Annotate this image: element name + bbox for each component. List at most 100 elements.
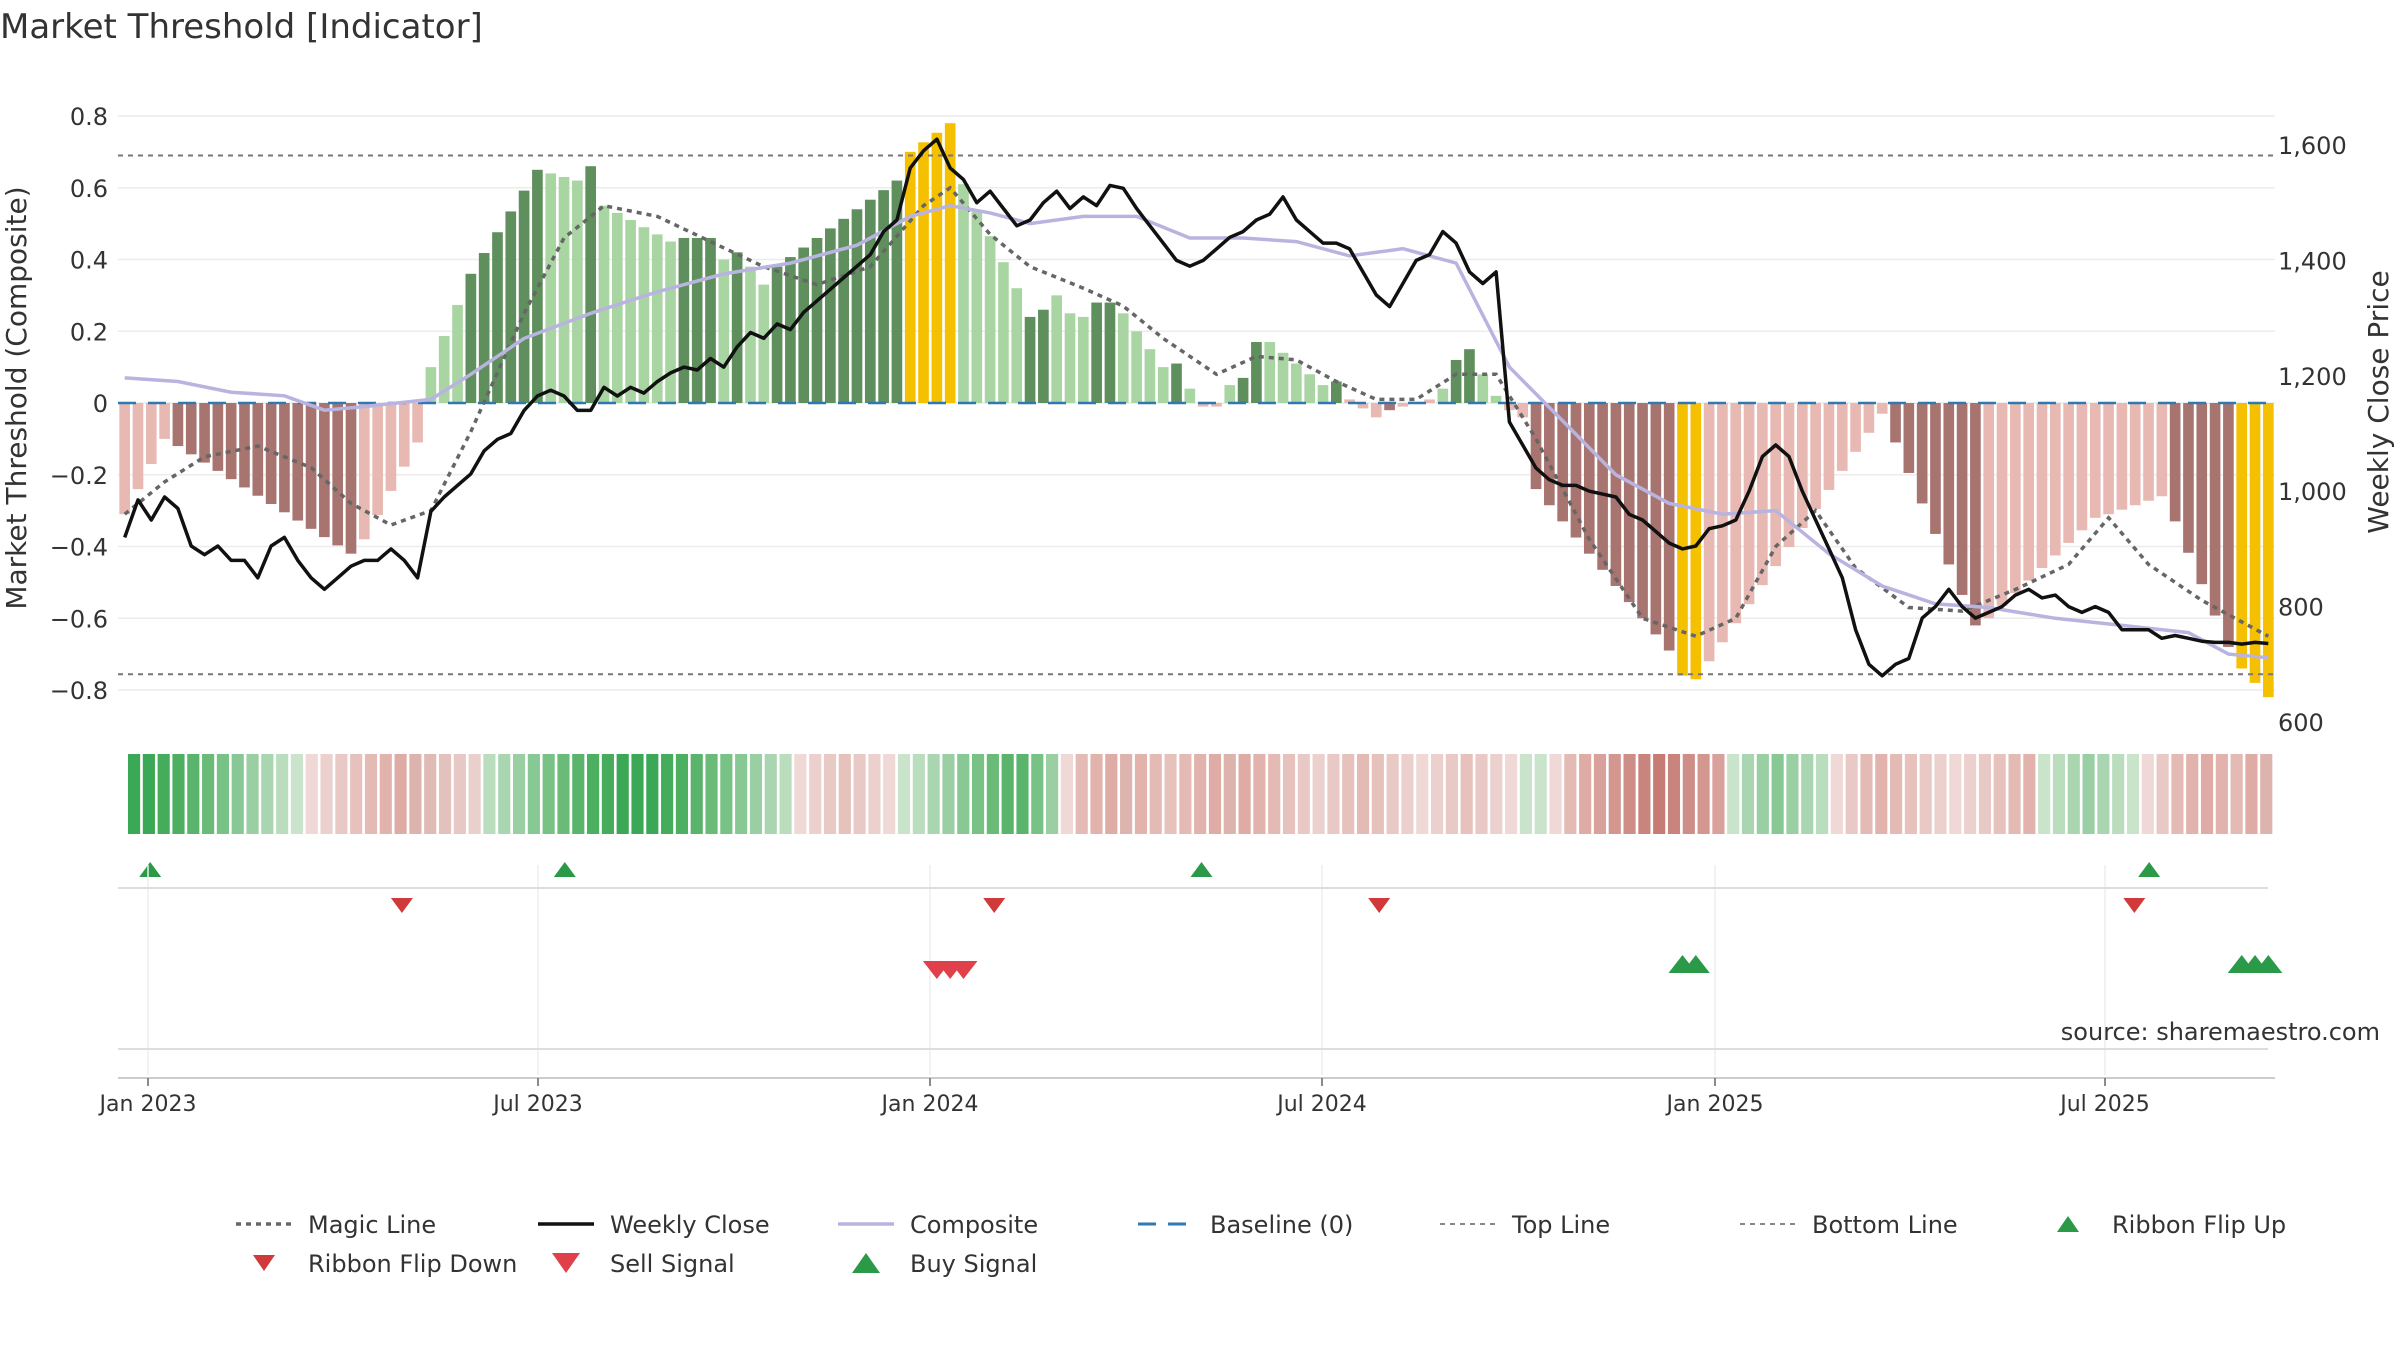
y-tick-label: −0.6 bbox=[50, 605, 108, 633]
ribbon-cell bbox=[1890, 754, 1903, 834]
composite-bar bbox=[1464, 349, 1475, 403]
ribbon-cell bbox=[2186, 754, 2199, 834]
ribbon-cell bbox=[1964, 754, 1977, 834]
composite-bar bbox=[1157, 367, 1169, 403]
ribbon-cell bbox=[1342, 754, 1355, 834]
legend: Magic Line Weekly Close Composite Baseline … bbox=[236, 1211, 2286, 1278]
ribbon-flip-up-marker bbox=[2138, 862, 2161, 877]
legend-label: Bottom Line bbox=[1812, 1211, 1958, 1239]
ribbon-cell bbox=[1282, 754, 1296, 834]
y2-tick-label: 1,400 bbox=[2278, 247, 2347, 275]
composite-bar bbox=[691, 237, 703, 403]
legend-label: Magic Line bbox=[308, 1211, 436, 1239]
composite-bar bbox=[2263, 403, 2274, 698]
ribbon-cell bbox=[912, 754, 925, 834]
ribbon-cell bbox=[1919, 754, 1932, 834]
legend-label: Composite bbox=[910, 1211, 1038, 1239]
ribbon-cell bbox=[794, 754, 807, 834]
ribbon-cell bbox=[1682, 754, 1695, 834]
ribbon-cell bbox=[1431, 754, 1444, 834]
legend-swatch bbox=[552, 1253, 580, 1273]
composite-bar bbox=[1677, 403, 1688, 676]
ribbon-cell bbox=[1194, 754, 1207, 834]
composite-bar bbox=[811, 237, 823, 403]
composite-bar bbox=[1144, 349, 1156, 403]
composite-bar bbox=[1517, 403, 1529, 418]
composite-bar bbox=[2143, 403, 2154, 501]
composite-bar bbox=[1850, 403, 1861, 452]
composite-bar bbox=[2010, 403, 2021, 594]
composite-bar bbox=[1024, 316, 1036, 403]
y-tick-label: 0.8 bbox=[70, 103, 108, 131]
composite-bar bbox=[1890, 403, 1901, 443]
composite-bar bbox=[239, 403, 250, 488]
composite-bar bbox=[904, 151, 916, 403]
composite-bar bbox=[1077, 316, 1089, 403]
composite-bar bbox=[838, 218, 849, 403]
ribbon-cell bbox=[379, 754, 392, 834]
composite-bar bbox=[412, 403, 423, 443]
ribbon-cell bbox=[1519, 754, 1532, 834]
composite-bar bbox=[798, 247, 810, 403]
ribbon-cell bbox=[1401, 754, 1414, 834]
composite-bar bbox=[731, 252, 743, 403]
composite-bar bbox=[199, 403, 210, 463]
ribbon-cell bbox=[1460, 754, 1473, 834]
ribbon-cell bbox=[897, 754, 911, 834]
composite-bar bbox=[372, 403, 383, 516]
ribbon-flip-up-marker bbox=[139, 862, 162, 877]
ribbon-cell bbox=[1727, 754, 1740, 834]
composite-bar bbox=[625, 220, 636, 403]
ribbon-cell bbox=[187, 754, 200, 834]
y-axis-ticks: 0.8 0.6 0.4 0.2 0 −0.2 −0.4 −0.6 −0.8 bbox=[50, 103, 108, 705]
composite-bar bbox=[132, 403, 144, 490]
ribbon-cell bbox=[335, 754, 348, 834]
ribbon-cell bbox=[1105, 754, 1118, 834]
composite-bar bbox=[1304, 374, 1316, 403]
composite-bar bbox=[718, 259, 730, 403]
composite-bar bbox=[425, 367, 437, 403]
composite-bar bbox=[1477, 374, 1489, 403]
composite-bar bbox=[1743, 403, 1755, 605]
composite-bar bbox=[225, 403, 237, 480]
ribbon-cell bbox=[512, 754, 526, 834]
composite-bar bbox=[2183, 403, 2194, 553]
legend-swatch bbox=[852, 1253, 880, 1273]
composite-bar bbox=[984, 236, 996, 403]
ribbon-cell bbox=[601, 754, 614, 834]
composite-bar bbox=[1876, 403, 1888, 414]
ribbon-cell bbox=[1253, 754, 1266, 834]
composite-bar bbox=[1091, 302, 1102, 403]
composite-bar bbox=[2103, 403, 2114, 515]
legend-item-ribbon-flip-down: Ribbon Flip Down bbox=[253, 1250, 517, 1278]
ribbon-cell bbox=[172, 754, 185, 834]
y2-tick-label: 800 bbox=[2278, 594, 2324, 622]
composite-bar bbox=[1836, 403, 1848, 471]
ribbon-cell bbox=[809, 754, 822, 834]
ribbon-cell bbox=[2067, 754, 2080, 834]
composite-bar bbox=[1663, 403, 1675, 651]
ribbon-cell bbox=[424, 754, 437, 834]
composite-bar bbox=[1690, 403, 1702, 680]
legend-item-weekly-close: Weekly Close bbox=[538, 1211, 770, 1239]
x-tick-label: Jan 2024 bbox=[880, 1092, 979, 1117]
ribbon-cell bbox=[2200, 754, 2214, 834]
composite-bar bbox=[758, 284, 770, 403]
composite-bar bbox=[971, 210, 983, 403]
composite-bar bbox=[2049, 403, 2061, 556]
composite-bar bbox=[878, 190, 889, 403]
ribbon-cell bbox=[1741, 754, 1755, 834]
composite-bar bbox=[1530, 403, 1542, 490]
composite-bar bbox=[1943, 403, 1955, 565]
y-tick-label: −0.2 bbox=[50, 462, 108, 490]
ribbon-cell bbox=[2215, 754, 2228, 834]
composite-bar bbox=[2063, 403, 2074, 543]
ribbon-cell bbox=[202, 754, 215, 834]
composite-bar bbox=[1064, 313, 1076, 403]
composite-bar bbox=[1038, 309, 1049, 403]
composite-bar bbox=[1717, 403, 1728, 643]
x-tick-label: Jan 2025 bbox=[1665, 1092, 1764, 1117]
ribbon-cell bbox=[1638, 754, 1651, 834]
composite-bar bbox=[505, 211, 517, 403]
ribbon-cell bbox=[2052, 754, 2066, 834]
